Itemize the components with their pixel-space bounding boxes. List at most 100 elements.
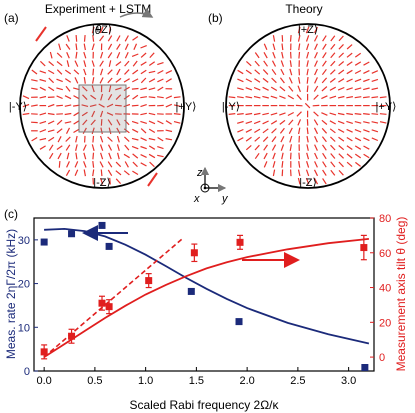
field-dash xyxy=(321,112,328,116)
field-dash xyxy=(322,52,327,59)
axis-z-label: z xyxy=(196,167,203,179)
field-dash xyxy=(148,70,156,74)
field-dash xyxy=(297,26,301,34)
left-data-point xyxy=(105,242,113,250)
field-dash xyxy=(363,121,370,124)
y-axis-label-left: Meas. rate 2ηΓ/2π (kHz) xyxy=(4,229,18,359)
field-dash xyxy=(49,51,53,59)
field-dash xyxy=(330,35,336,42)
field-dash xyxy=(173,121,181,124)
field-dash xyxy=(123,128,130,134)
left-data-point xyxy=(98,221,106,229)
field-dash xyxy=(140,45,147,49)
field-dash xyxy=(245,78,252,83)
field-dash xyxy=(92,77,95,84)
field-dash xyxy=(91,43,95,51)
field-dash xyxy=(131,53,139,57)
y-right-tick-label: 80 xyxy=(379,213,391,225)
field-dash xyxy=(124,69,130,75)
field-dash xyxy=(245,96,253,99)
field-dash xyxy=(329,120,336,125)
field-dash xyxy=(262,136,269,143)
field-dash xyxy=(22,112,30,116)
field-dash xyxy=(254,144,260,151)
left-data-point xyxy=(40,238,48,246)
field-dash xyxy=(108,26,112,34)
field-dash xyxy=(65,127,71,134)
field-dash xyxy=(289,135,293,143)
field-dash xyxy=(330,153,336,159)
field-dash xyxy=(83,169,86,177)
field-dash xyxy=(107,119,113,126)
field-dash xyxy=(354,96,362,99)
field-dash xyxy=(314,161,318,168)
field-dash xyxy=(39,137,47,141)
field-dash xyxy=(132,153,139,159)
field-dash xyxy=(313,127,319,135)
plot-frame xyxy=(33,217,375,372)
field-dash xyxy=(270,120,278,125)
field-dash xyxy=(148,120,156,125)
field-dash xyxy=(64,104,72,107)
field-dash xyxy=(157,78,164,83)
field-dash xyxy=(64,121,72,124)
field-dash xyxy=(47,103,55,108)
field-dash xyxy=(107,144,113,151)
field-dash xyxy=(313,94,319,100)
field-dash xyxy=(297,35,301,42)
field-dash xyxy=(140,96,147,99)
slope-dashed-line xyxy=(43,238,183,358)
field-dash xyxy=(56,78,63,83)
field-dash xyxy=(306,77,309,84)
field-dash xyxy=(305,169,310,177)
field-dash xyxy=(65,136,71,142)
field-dash xyxy=(305,35,310,42)
field-dash xyxy=(100,177,104,185)
field-dash xyxy=(346,128,353,133)
field-dash xyxy=(140,120,147,124)
field-dash xyxy=(379,121,387,124)
field-dash xyxy=(354,121,362,124)
y-axis-label-right: Measurement axis tilt θ (deg) xyxy=(394,217,408,372)
field-dash xyxy=(313,111,319,117)
field-dash xyxy=(262,120,269,125)
field-dash xyxy=(73,120,80,125)
field-dash xyxy=(338,136,345,142)
field-dash xyxy=(271,128,277,134)
field-dash xyxy=(106,103,114,108)
field-dash xyxy=(149,52,155,59)
field-dash xyxy=(57,136,62,143)
field-dash xyxy=(346,61,353,66)
field-dash xyxy=(48,86,55,92)
field-dash xyxy=(379,96,387,99)
x-tick-label: 1.5 xyxy=(189,375,204,387)
field-dash xyxy=(271,144,277,151)
field-dash xyxy=(279,95,286,99)
field-dash xyxy=(296,111,302,117)
field-dash xyxy=(123,103,131,108)
x-tick-label: 3.0 xyxy=(341,375,356,387)
panel-b-label: (b) xyxy=(208,11,223,25)
field-dash xyxy=(330,169,336,176)
field-dash xyxy=(39,145,46,150)
field-dash xyxy=(98,103,105,108)
field-dash xyxy=(73,95,80,100)
field-dash xyxy=(329,136,336,142)
field-dash xyxy=(321,77,328,84)
field-dash xyxy=(371,129,379,133)
field-dash xyxy=(346,69,353,75)
field-dash xyxy=(124,35,129,42)
field-dash xyxy=(131,104,139,107)
field-dash xyxy=(64,78,72,83)
right-data-point xyxy=(40,348,48,356)
field-dash xyxy=(271,136,277,143)
field-dash xyxy=(313,178,319,185)
field-dash xyxy=(314,60,318,67)
field-dash xyxy=(108,85,112,93)
field-dash xyxy=(99,35,105,42)
right-fit-line xyxy=(43,238,369,358)
right-data-point xyxy=(98,299,106,307)
field-dash xyxy=(39,86,46,91)
field-dash xyxy=(237,128,244,133)
curves xyxy=(43,227,370,358)
